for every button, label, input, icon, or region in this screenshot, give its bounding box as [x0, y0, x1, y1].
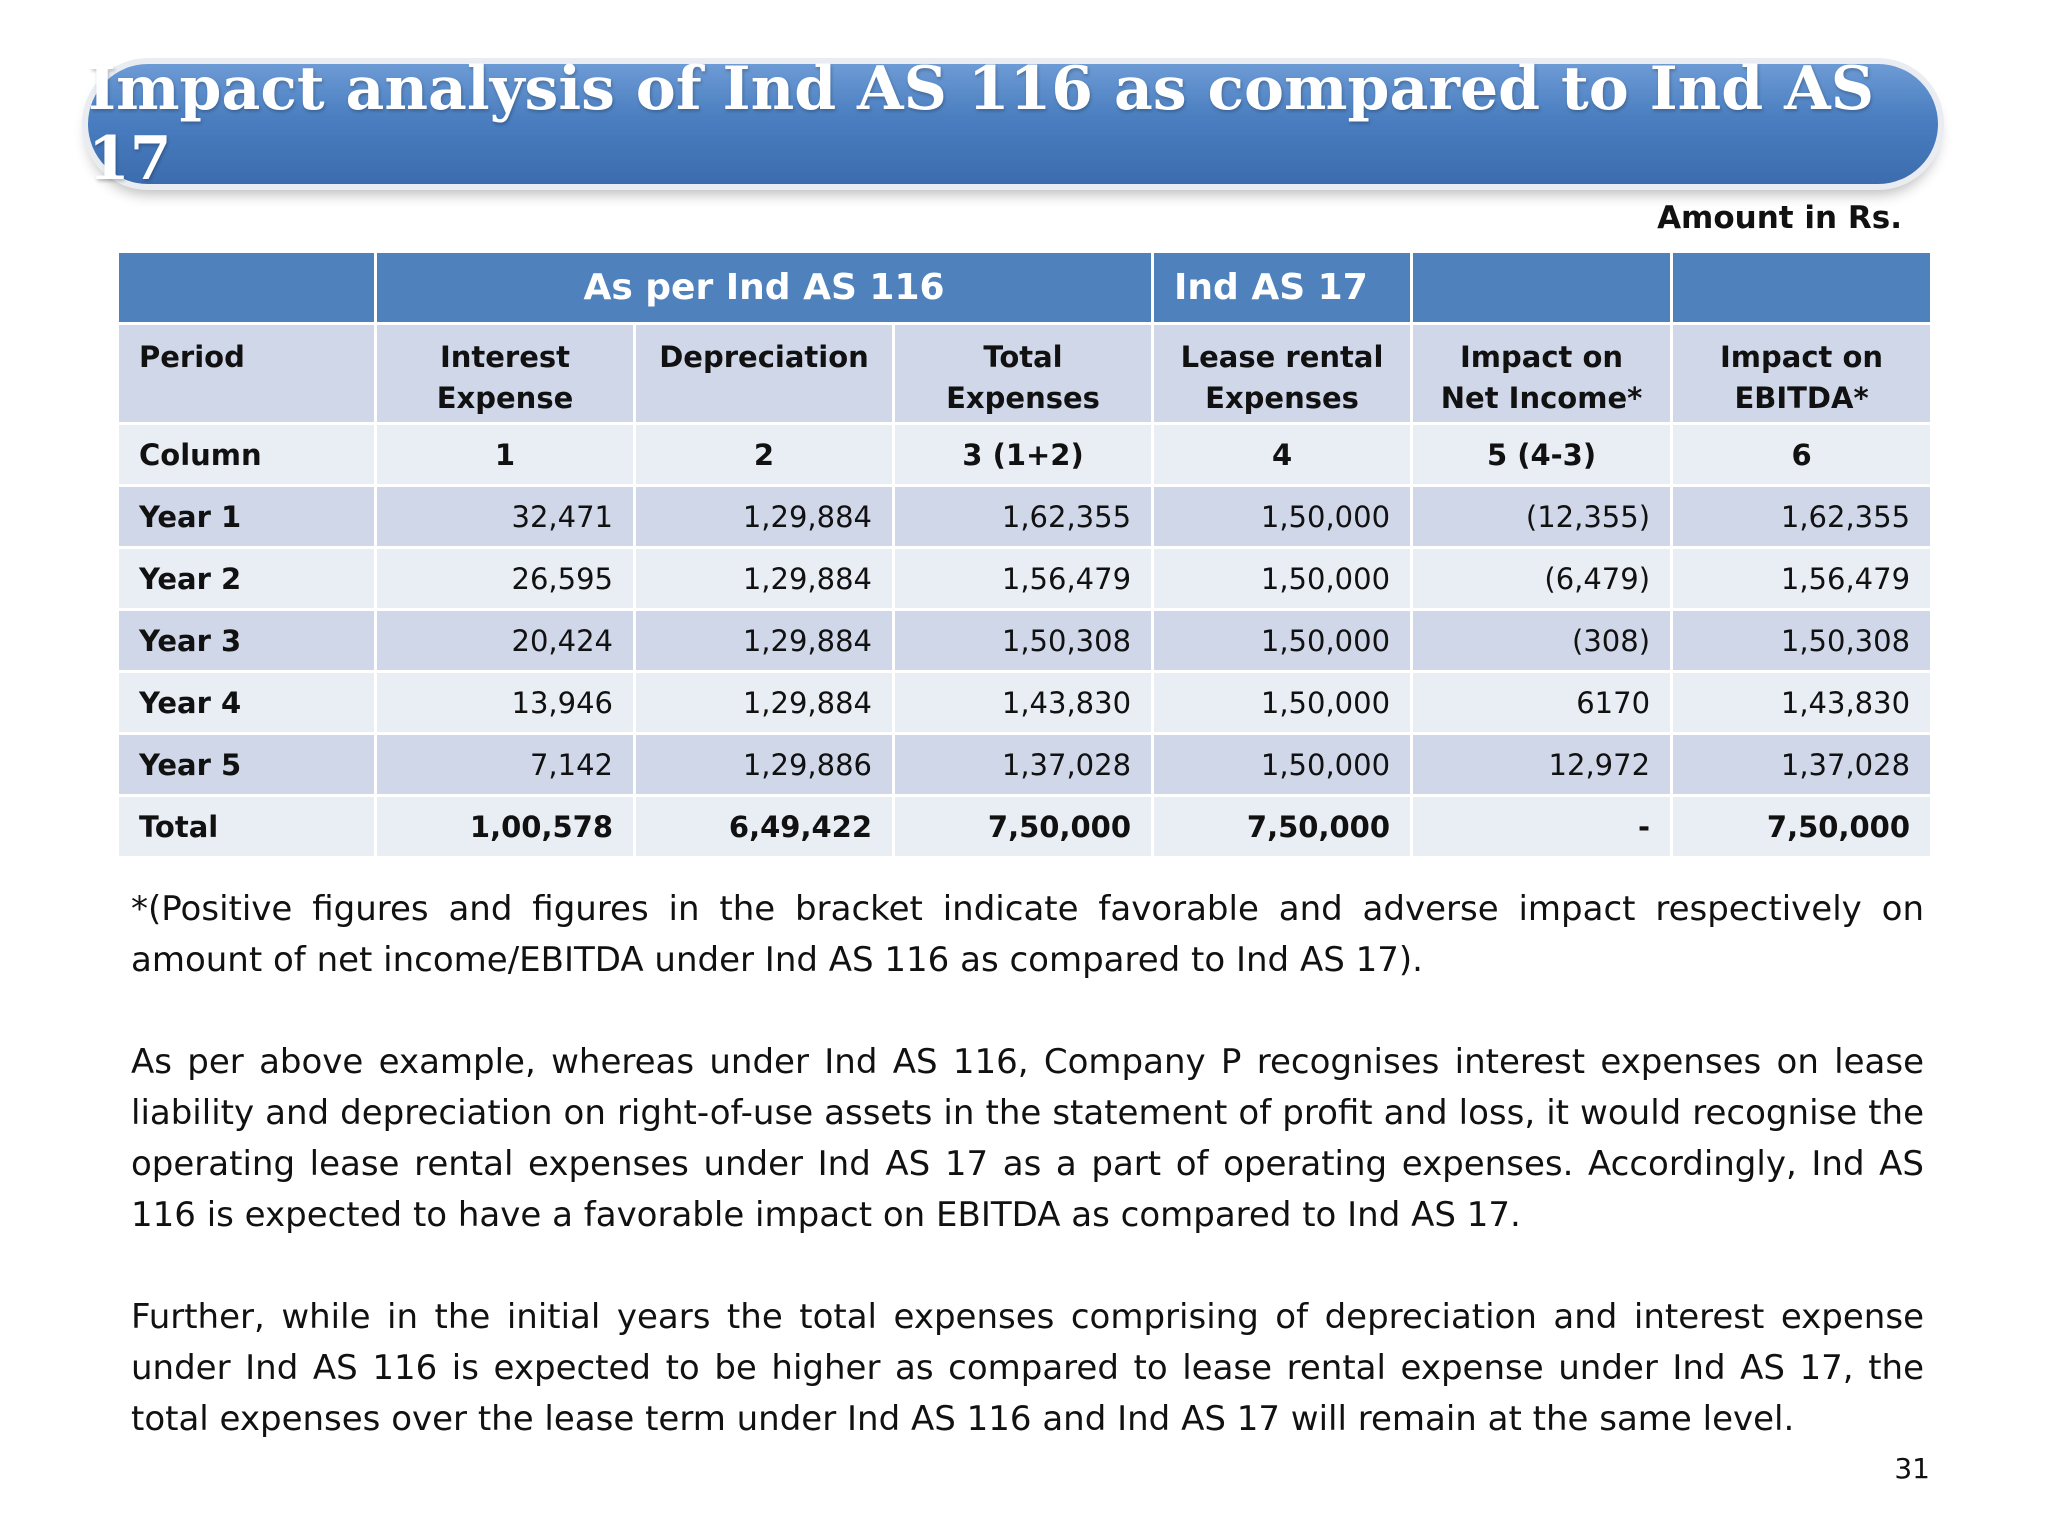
table-cell: 20,424 — [374, 608, 636, 673]
group-header-ind-as-116: As per Ind AS 116 — [373, 250, 1155, 325]
column-header: Period — [116, 322, 377, 425]
table-cell: 1,50,000 — [1151, 732, 1414, 797]
table-cell: 32,471 — [374, 484, 636, 549]
group-header-row: As per Ind AS 116 Ind AS 17 — [116, 250, 1934, 325]
table-row: Year 2 26,595 1,29,884 1,56,479 1,50,000… — [116, 546, 1934, 611]
footnote-paragraph: *(Positive figures and figures in the br… — [131, 889, 1924, 980]
row-label: Year 4 — [116, 670, 377, 735]
table-cell: 7,142 — [374, 732, 636, 797]
column-header: Interest Expense — [374, 322, 636, 425]
table-cell: 1,62,355 — [1670, 484, 1934, 549]
column-number: 5 (4-3) — [1410, 422, 1674, 487]
table-cell: 1,50,000 — [1151, 484, 1414, 549]
table-cell: 12,972 — [1410, 732, 1674, 797]
table-row: Year 3 20,424 1,29,884 1,50,308 1,50,000… — [116, 608, 1934, 673]
table-cell: 1,29,886 — [633, 732, 895, 797]
table-cell: 1,00,578 — [374, 794, 636, 859]
total-row: Total 1,00,578 6,49,422 7,50,000 7,50,00… — [116, 794, 1934, 859]
amount-note: Amount in Rs. — [1657, 200, 1902, 236]
group-header-empty — [1670, 250, 1934, 325]
table-cell: 1,56,479 — [1670, 546, 1934, 611]
table-cell: 1,56,479 — [891, 546, 1155, 611]
column-number: 1 — [374, 422, 636, 487]
table-cell: (6,479) — [1410, 546, 1674, 611]
table-cell: 1,43,830 — [891, 670, 1155, 735]
slide-title: Impact analysis of Ind AS 116 as compare… — [88, 54, 1875, 194]
table-cell: 1,37,028 — [1670, 732, 1934, 797]
column-header: Total Expenses — [891, 322, 1155, 425]
page-number: 31 — [1894, 1452, 1930, 1485]
explanation-paragraph: As per above example, whereas under Ind … — [131, 1042, 1924, 1235]
table-cell: 1,50,000 — [1151, 546, 1414, 611]
column-number: 2 — [633, 422, 895, 487]
column-header: Impact on EBITDA* — [1670, 322, 1934, 425]
title-banner: Impact analysis of Ind AS 116 as compare… — [88, 54, 1938, 194]
row-label: Year 5 — [116, 732, 377, 797]
table-cell: 7,50,000 — [891, 794, 1155, 859]
table-cell: (308) — [1410, 608, 1674, 673]
table-cell: 1,37,028 — [891, 732, 1155, 797]
column-header-row: Period Interest Expense Depreciation Tot… — [116, 322, 1934, 425]
column-number: 4 — [1151, 422, 1414, 487]
row-label: Year 2 — [116, 546, 377, 611]
table-cell: 7,50,000 — [1670, 794, 1934, 859]
column-number: Column — [116, 422, 377, 487]
group-header-empty — [1410, 250, 1674, 325]
table-cell: 1,50,308 — [891, 608, 1155, 673]
row-label: Year 3 — [116, 608, 377, 673]
explanation-text: *(Positive figures and figures in the br… — [131, 884, 1924, 1496]
column-number-row: Column 1 2 3 (1+2) 4 5 (4-3) 6 — [116, 422, 1934, 487]
table-cell: 26,595 — [374, 546, 636, 611]
table-cell: - — [1410, 794, 1674, 859]
table-cell: 7,50,000 — [1151, 794, 1414, 859]
table-cell: 13,946 — [374, 670, 636, 735]
explanation-paragraph: Further, while in the initial years the … — [131, 1297, 1924, 1439]
table-cell: 1,43,830 — [1670, 670, 1934, 735]
impact-table: As per Ind AS 116 Ind AS 17 Period Inter… — [116, 250, 1934, 859]
table-cell: 1,29,884 — [633, 670, 895, 735]
group-header-empty — [116, 250, 377, 325]
row-label: Total — [116, 794, 377, 859]
table-cell: 1,50,000 — [1151, 670, 1414, 735]
row-label: Year 1 — [116, 484, 377, 549]
column-number: 6 — [1670, 422, 1934, 487]
table-cell: (12,355) — [1410, 484, 1674, 549]
table-cell: 6,49,422 — [633, 794, 895, 859]
table-row: Year 5 7,142 1,29,886 1,37,028 1,50,000 … — [116, 732, 1934, 797]
column-header: Impact on Net Income* — [1410, 322, 1674, 425]
group-header-ind-as-17: Ind AS 17 — [1151, 250, 1414, 325]
column-header: Lease rental Expenses — [1151, 322, 1414, 425]
table-cell: 1,29,884 — [633, 484, 895, 549]
table-cell: 1,62,355 — [891, 484, 1155, 549]
table-row: Year 1 32,471 1,29,884 1,62,355 1,50,000… — [116, 484, 1934, 549]
table-cell: 6170 — [1410, 670, 1674, 735]
column-header: Depreciation — [633, 322, 895, 425]
table-cell: 1,29,884 — [633, 608, 895, 673]
column-number: 3 (1+2) — [891, 422, 1155, 487]
table-cell: 1,50,308 — [1670, 608, 1934, 673]
table-row: Year 4 13,946 1,29,884 1,43,830 1,50,000… — [116, 670, 1934, 735]
table-cell: 1,29,884 — [633, 546, 895, 611]
table-cell: 1,50,000 — [1151, 608, 1414, 673]
